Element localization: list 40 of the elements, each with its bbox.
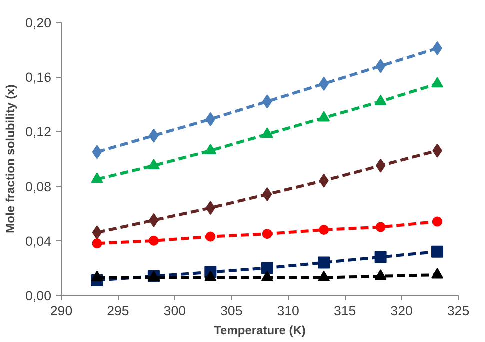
point (92, 145, 102, 160)
y-tick-label: 0,04 (26, 234, 52, 249)
x-tick-label: 300 (164, 304, 186, 318)
point (92, 238, 102, 249)
point (91, 172, 104, 184)
x-tick-label: 290 (50, 304, 73, 318)
point (374, 270, 387, 280)
point (261, 128, 274, 138)
point (432, 77, 444, 88)
point (376, 222, 386, 232)
point (261, 262, 274, 274)
point (374, 94, 387, 106)
x-tick-label: 310 (277, 304, 300, 318)
x-tick-label: 305 (220, 304, 243, 318)
point (262, 229, 272, 240)
point (206, 232, 216, 242)
x-tick-label: 295 (107, 304, 130, 318)
point (432, 268, 444, 279)
point (148, 236, 159, 246)
point (319, 224, 330, 235)
point (432, 246, 444, 258)
point (92, 226, 102, 240)
point (204, 144, 217, 154)
x-tick-label: 315 (334, 304, 356, 318)
x-axis-title: Temperature (K) (214, 324, 306, 338)
point (148, 158, 160, 170)
y-tick-label: 0,16 (26, 70, 52, 86)
x-tick-label: 325 (447, 304, 470, 318)
point (318, 111, 330, 122)
point (318, 256, 330, 269)
y-tick-label: 0,12 (26, 124, 52, 140)
y-axis-title: Mole fraction solubility (x) (4, 84, 18, 234)
x-tick-label: 320 (390, 304, 413, 318)
y-tick-label: 0,08 (26, 179, 52, 194)
point (376, 59, 386, 74)
y-tick-label: 0,20 (26, 16, 52, 30)
y-tick-label: 0,00 (26, 288, 52, 304)
point (432, 216, 443, 227)
point (376, 158, 386, 173)
point (374, 251, 387, 264)
